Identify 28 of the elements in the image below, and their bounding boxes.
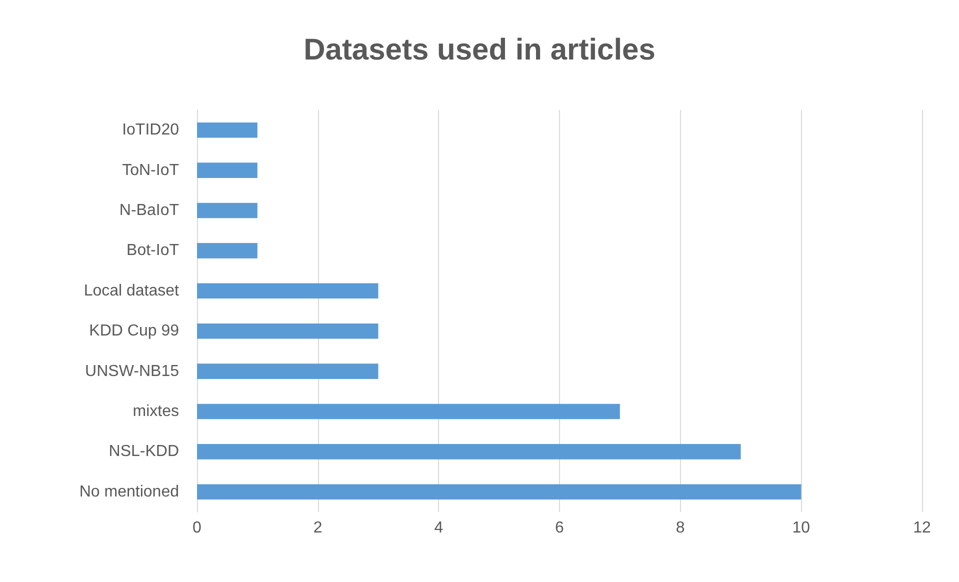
y-tick-label: ToN-IoT	[122, 162, 180, 179]
x-tick-label: 2	[313, 520, 322, 536]
bar	[197, 364, 378, 379]
x-tick-label: 6	[555, 520, 564, 536]
bar	[197, 202, 258, 218]
bar	[197, 323, 378, 339]
x-tick-label: 0	[192, 520, 202, 536]
bar	[197, 484, 802, 500]
chart-title: Datasets used in articles	[304, 34, 656, 66]
y-tick-label: UNSW-NB15	[85, 362, 180, 380]
bar	[197, 444, 741, 460]
x-tick-label: 4	[434, 520, 444, 536]
x-tick-label: 10	[792, 520, 810, 536]
bar	[197, 162, 258, 178]
x-tick-label: 8	[676, 520, 685, 536]
y-tick-label: KDD Cup 99	[89, 322, 180, 340]
y-tick-label: No mentioned	[79, 483, 179, 500]
bar	[197, 243, 258, 258]
bar	[197, 404, 620, 420]
x-tick-label: 12	[913, 520, 931, 536]
y-tick-label: NSL-KDD	[108, 443, 179, 460]
bar	[197, 122, 258, 138]
y-tick-label: Local dataset	[84, 282, 180, 300]
y-tick-label: N-BaIoT	[119, 202, 180, 219]
y-tick-label: Bot-IoT	[126, 242, 180, 260]
y-tick-label: IoTID20	[122, 122, 180, 139]
y-tick-label: mixtes	[132, 403, 179, 420]
bar	[197, 283, 378, 299]
